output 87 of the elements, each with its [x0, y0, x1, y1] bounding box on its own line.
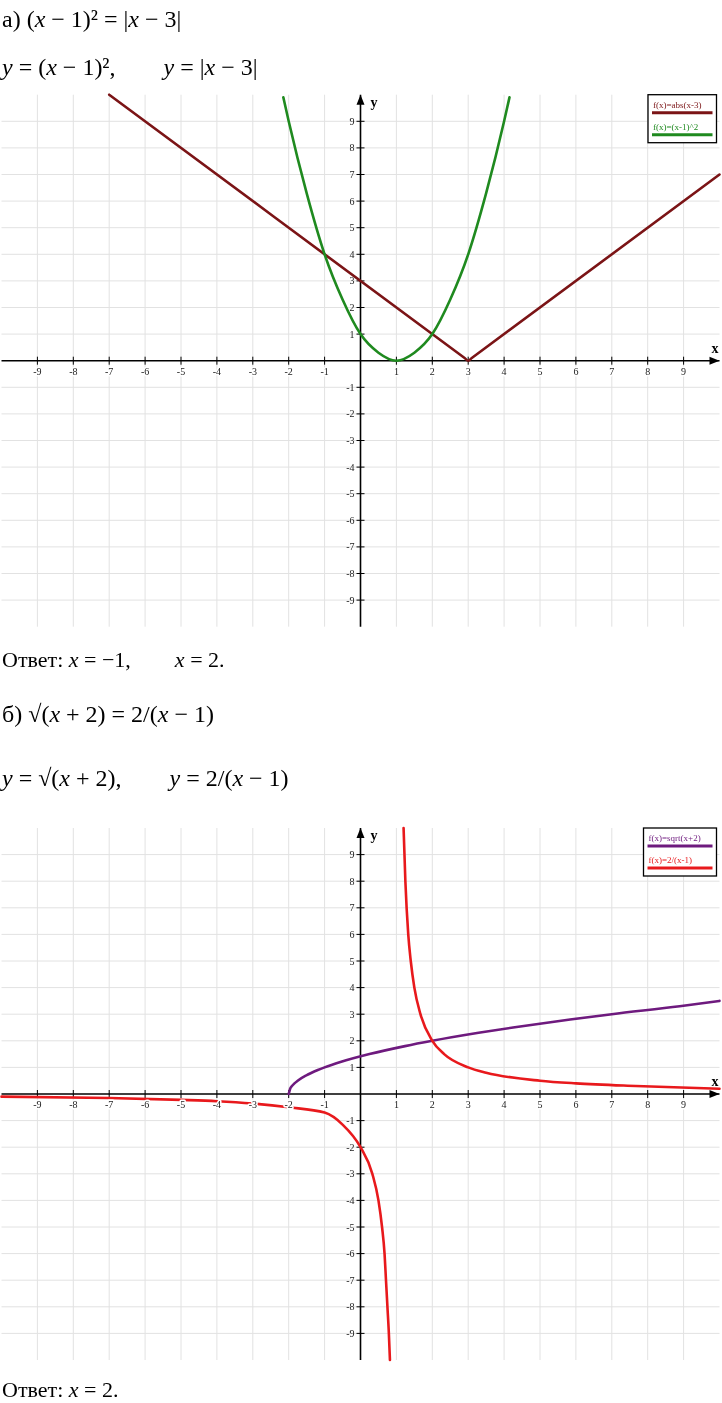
line-series — [282, 96, 511, 362]
y-tick-label: -2 — [346, 1141, 355, 1153]
x-axis-title: x — [711, 340, 719, 356]
y-tick-label: 5 — [349, 222, 355, 234]
y-tick-label: -9 — [346, 594, 355, 606]
x-tick-label: 9 — [681, 1099, 687, 1110]
x-tick-label: 2 — [429, 365, 435, 377]
y-tick-label: 2 — [349, 302, 355, 313]
x-tick-label: 5 — [537, 365, 543, 377]
y-tick-label: 5 — [349, 955, 355, 967]
y-tick-label: 7 — [349, 169, 355, 180]
y-tick-label: -6 — [346, 514, 355, 526]
x-tick-label: -4 — [212, 365, 222, 377]
text: y = (x − 1)², y = |x − 3| — [2, 54, 258, 80]
text: Ответ: x = −1, x = 2. — [2, 647, 225, 672]
y-tick-label: -8 — [346, 1301, 355, 1313]
chart-title: а) (x − 1)² = |x − 3| — [2, 6, 182, 32]
x-tick-label: -9 — [33, 1099, 42, 1110]
x-tick-label: 2 — [429, 1099, 435, 1110]
y-tick-label: 3 — [349, 1008, 355, 1020]
x-axis-title: x — [711, 1074, 719, 1089]
x-tick-label: -6 — [140, 1099, 150, 1110]
y-tick-label: 7 — [349, 902, 355, 914]
y-tick-label: -4 — [346, 1194, 355, 1206]
y-tick-label: 1 — [349, 1061, 355, 1073]
y-tick-label: 6 — [349, 928, 355, 940]
x-tick-label: 4 — [501, 1099, 507, 1110]
x-tick-label: 5 — [537, 1099, 543, 1110]
x-tick-label: -1 — [320, 365, 329, 377]
x-tick-label: 1 — [393, 1099, 399, 1110]
y-tick-label: -3 — [346, 435, 355, 446]
y-tick-label: -7 — [346, 541, 355, 553]
x-tick-label: 7 — [609, 1099, 615, 1110]
text: Ответ: x = 2. — [2, 1377, 119, 1402]
y-tick-label: 4 — [349, 982, 355, 994]
x-tick-label: -6 — [140, 365, 150, 377]
x-tick-label: -3 — [248, 365, 257, 377]
chart-title: б) √(x + 2) = 2/(x − 1) — [2, 701, 214, 727]
x-tick-label: 4 — [501, 365, 507, 377]
y-tick-label: 9 — [349, 849, 355, 861]
y-tick-label: 4 — [349, 248, 355, 260]
y-tick-label: -2 — [346, 408, 355, 420]
y-tick-label: 6 — [349, 195, 355, 207]
x-tick-label: -1 — [320, 1099, 329, 1110]
y-tick-label: 8 — [349, 142, 355, 154]
y-axis-title: y — [370, 828, 378, 843]
text: f(x)=abs(x-3) — [653, 99, 702, 110]
y-tick-label: 2 — [349, 1035, 355, 1047]
x-tick-label: -2 — [284, 365, 293, 377]
x-tick-label: 1 — [393, 365, 399, 377]
text: f(x)=2/(x-1) — [648, 855, 693, 865]
x-tick-label: -8 — [69, 365, 78, 377]
y-tick-label: -7 — [346, 1274, 355, 1286]
x-tick-label: -4 — [212, 1099, 222, 1110]
x-tick-label: -9 — [33, 365, 42, 377]
y-tick-label: 3 — [349, 275, 355, 287]
y-tick-label: 1 — [349, 328, 355, 340]
text: f(x)=(x-1)^2 — [653, 121, 699, 132]
x-tick-label: -5 — [176, 1099, 186, 1110]
y-tick-label: -5 — [346, 1221, 355, 1233]
y-tick-label: 9 — [349, 115, 355, 127]
x-tick-label: 8 — [645, 365, 651, 377]
y-tick-label: -1 — [346, 381, 355, 393]
x-tick-label: 9 — [681, 365, 687, 377]
text: f(x)=sqrt(x+2) — [648, 833, 701, 843]
text: y = √(x + 2), y = 2/(x − 1) — [2, 765, 289, 791]
y-tick-label: -9 — [346, 1327, 355, 1339]
y-tick-label: -4 — [346, 461, 355, 473]
y-tick-label: -5 — [346, 488, 355, 500]
x-tick-label: -7 — [105, 365, 114, 377]
y-tick-label: 8 — [349, 875, 355, 887]
line-series — [287, 999, 721, 1096]
y-tick-label: -1 — [346, 1115, 355, 1127]
x-tick-label: -7 — [105, 1099, 114, 1110]
x-tick-label: 3 — [465, 365, 471, 377]
x-tick-label: -5 — [176, 365, 186, 377]
y-tick-label: -3 — [346, 1168, 355, 1180]
x-tick-label: 3 — [465, 1099, 471, 1110]
x-tick-label: 7 — [609, 365, 615, 377]
y-tick-label: -6 — [346, 1248, 355, 1260]
x-tick-label: 8 — [645, 1099, 651, 1110]
x-tick-label: 6 — [573, 365, 579, 377]
y-tick-label: -8 — [346, 568, 355, 579]
line-series — [107, 93, 721, 362]
x-tick-label: 6 — [573, 1099, 579, 1110]
x-tick-label: -8 — [69, 1099, 78, 1110]
y-axis-title: y — [370, 94, 378, 110]
